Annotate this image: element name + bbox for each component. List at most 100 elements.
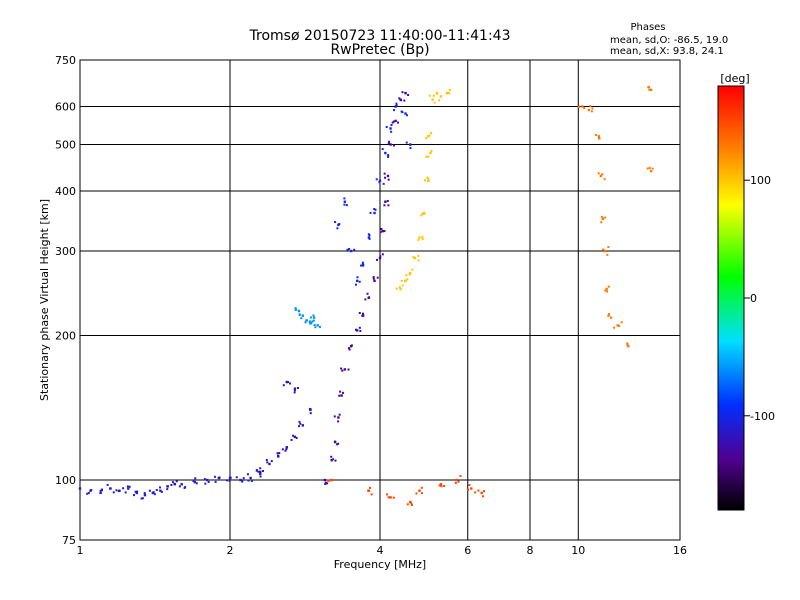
scatter-speckle <box>380 227 383 230</box>
scatter-speckle <box>594 133 597 136</box>
scatter-speckle <box>482 490 485 493</box>
scatter-speckle <box>312 319 315 322</box>
scatter-point <box>323 478 327 482</box>
scatter-point <box>355 329 359 332</box>
scatter-speckle <box>364 298 367 301</box>
scatter-point <box>373 279 376 283</box>
scatter-speckle <box>374 208 377 211</box>
scatter-speckle <box>600 221 603 224</box>
colorbar-tick-label: 0 <box>750 292 757 305</box>
scatter-speckle <box>430 132 433 135</box>
scatter-speckle <box>173 482 176 485</box>
scatter-speckle <box>398 286 401 289</box>
scatter-speckle <box>648 167 651 170</box>
scatter-point <box>381 229 384 233</box>
scatter-speckle <box>155 489 158 492</box>
y-tick-label: 200 <box>55 330 76 343</box>
scatter-point <box>409 271 412 275</box>
scatter-point <box>607 314 610 317</box>
scatter-speckle <box>295 308 298 311</box>
scatter-speckle <box>405 274 408 277</box>
scatter-speckle <box>457 480 460 483</box>
scatter-speckle <box>166 488 169 491</box>
scatter-speckle <box>358 280 361 283</box>
colorbar-tick-label: 100 <box>750 174 771 187</box>
scatter-point <box>455 478 458 482</box>
scatter-point <box>384 151 387 155</box>
scatter-speckle <box>392 120 395 123</box>
scatter-speckle <box>361 314 364 317</box>
scatter-speckle <box>390 130 393 133</box>
grid-lines <box>80 60 680 540</box>
scatter-speckle <box>396 121 399 124</box>
scatter-speckle <box>401 91 404 94</box>
scatter-speckle <box>606 290 609 293</box>
scatter-speckle <box>148 489 151 492</box>
scatter-speckle <box>425 155 428 158</box>
scatter-speckle <box>346 248 349 251</box>
scatter-speckle <box>86 492 89 495</box>
scatter-speckle <box>410 503 413 506</box>
scatter-speckle <box>372 277 375 280</box>
scatter-speckle <box>387 178 390 181</box>
scatter-speckle <box>367 233 370 236</box>
scatter-speckle <box>276 452 279 455</box>
scatter-speckle <box>421 235 424 238</box>
scatter-speckle <box>438 99 441 102</box>
scatter-speckle <box>428 94 431 97</box>
y-tick-labels: 75 100 200 300 400 500 600 750 <box>55 54 76 547</box>
scatter-speckle <box>409 143 412 146</box>
scatter-point <box>389 143 392 146</box>
scatter-speckle <box>153 493 156 496</box>
scatter-speckle <box>330 455 333 458</box>
scatter-speckle <box>383 204 386 207</box>
scatter-speckle <box>607 246 610 249</box>
scatter-speckle <box>170 483 173 486</box>
scatter-point <box>378 256 382 260</box>
scatter-speckle <box>343 197 346 200</box>
scatter-speckle <box>333 415 336 418</box>
scatter-point <box>447 91 451 95</box>
scatter-speckle <box>309 320 312 323</box>
scatter-speckle <box>372 276 375 279</box>
scatter-speckle <box>290 438 293 441</box>
scatter-point <box>99 491 102 495</box>
scatter-speckle <box>383 172 386 175</box>
scatter-speckle <box>228 479 231 482</box>
scatter-speckle <box>388 140 391 143</box>
scatter-speckle <box>604 216 607 219</box>
colorbar <box>717 85 745 511</box>
scatter-point <box>355 279 359 283</box>
scatter-speckle <box>347 347 350 350</box>
scatter-speckle <box>404 280 407 283</box>
scatter-speckle <box>378 181 381 184</box>
scatter-speckle <box>425 137 428 140</box>
scatter-speckle <box>126 485 129 488</box>
chart-title-line1: Tromsø 20150723 11:40:00-11:41:43 <box>249 28 511 44</box>
scatter-speckle <box>477 489 480 492</box>
scatter-point <box>386 174 390 178</box>
scatter-speckle <box>607 285 610 288</box>
scatter-speckle <box>287 381 290 384</box>
scatter-speckle <box>318 325 321 328</box>
scatter-speckle <box>353 248 356 251</box>
scatter-speckle <box>602 248 605 251</box>
scatter-point <box>343 368 347 371</box>
scatter-speckle <box>327 479 330 482</box>
scatter-point <box>301 314 305 317</box>
scatter-speckle <box>277 454 280 457</box>
scatter-speckle <box>400 99 403 102</box>
scatter-speckle <box>336 227 339 230</box>
scatter-speckle <box>589 105 592 108</box>
scatter-speckle <box>405 114 408 117</box>
scatter-point <box>581 105 584 108</box>
scatter-speckle <box>166 485 169 488</box>
scatter-speckle <box>417 254 420 257</box>
x-tick-label: 6 <box>464 544 471 557</box>
scatter-speckle <box>133 494 136 497</box>
scatter-point <box>293 435 297 439</box>
scatter-speckle <box>354 283 357 286</box>
scatter-speckle <box>329 479 332 482</box>
scatter-speckle <box>311 320 314 323</box>
scatter-point <box>394 119 397 123</box>
